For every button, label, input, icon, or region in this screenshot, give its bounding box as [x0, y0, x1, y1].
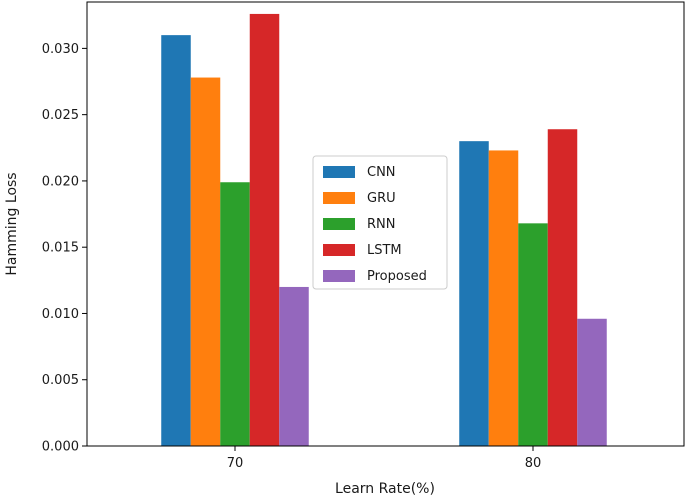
bar-rnn-70 — [220, 182, 250, 447]
x-tick-label: 80 — [525, 456, 542, 471]
bar-gru-70 — [190, 77, 221, 447]
bar-cnn-70 — [161, 35, 191, 446]
y-tick-label: 0.005 — [42, 373, 79, 388]
bar-cnn-80 — [459, 141, 489, 446]
legend-swatch-rnn — [323, 218, 355, 230]
plot-frame — [86, 1, 685, 447]
y-tick-label: 0.010 — [42, 307, 79, 322]
legend-label-proposed: Proposed — [367, 269, 427, 284]
legend-label-lstm: LSTM — [367, 243, 402, 258]
y-tick-label: 0.030 — [42, 42, 79, 57]
y-axis: 0.000 0.005 0.010 0.015 0.020 0.025 0.030 — [42, 42, 87, 455]
legend-swatch-cnn — [323, 166, 355, 178]
bars-group — [161, 13, 607, 447]
legend-swatch-lstm — [323, 244, 355, 256]
x-axis: 70 80 — [227, 446, 542, 471]
bar-proposed-80 — [577, 318, 607, 446]
x-axis-label: Learn Rate(%) — [335, 481, 435, 497]
legend-label-rnn: RNN — [367, 217, 395, 232]
y-tick-label: 0.000 — [42, 440, 79, 455]
y-tick-label: 0.020 — [42, 174, 79, 189]
bar-rnn-80 — [518, 223, 548, 446]
legend-swatch-proposed — [323, 270, 355, 282]
legend: CNN GRU RNN LSTM Proposed — [312, 155, 448, 290]
legend-swatch-gru — [323, 192, 355, 204]
y-axis-label: Hamming Loss — [4, 172, 20, 275]
y-tick-label: 0.015 — [42, 241, 79, 256]
bar-gru-80 — [488, 150, 519, 447]
bar-lstm-70 — [249, 13, 280, 447]
bar-proposed-70 — [279, 286, 309, 446]
y-tick-label: 0.025 — [42, 108, 79, 123]
x-tick-label: 70 — [227, 456, 244, 471]
legend-label-gru: GRU — [367, 191, 396, 206]
bar-lstm-80 — [547, 129, 578, 446]
legend-label-cnn: CNN — [367, 165, 396, 180]
